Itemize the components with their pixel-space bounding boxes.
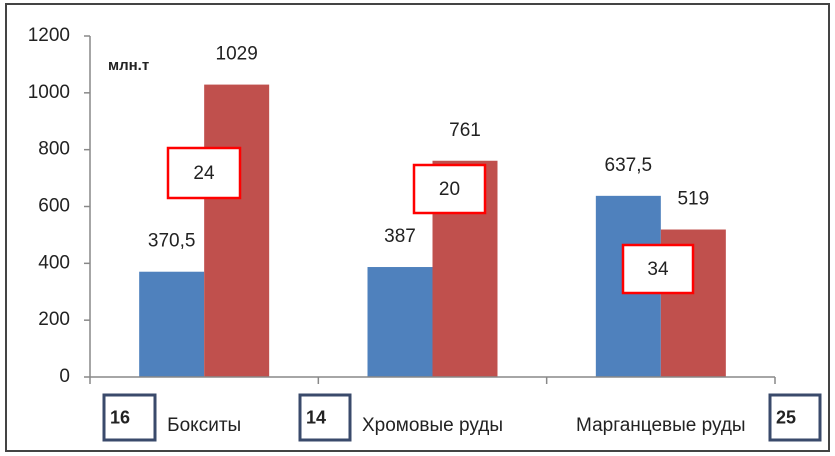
y-tick-label: 800 — [38, 139, 70, 160]
value-label: 761 — [449, 120, 481, 141]
annotation-box — [768, 393, 822, 442]
annotation-text: 25 — [776, 407, 796, 427]
annotation-text: 14 — [306, 407, 326, 427]
value-label: 1029 — [216, 44, 258, 65]
x-tick-label: Марганцевые руды — [576, 415, 746, 436]
annotation-box — [102, 393, 157, 442]
annotation-box — [166, 146, 242, 200]
annotation-text: 16 — [110, 407, 130, 427]
y-tick-label: 0 — [59, 366, 70, 387]
y-tick-label: 600 — [38, 196, 70, 217]
annotation-text: 24 — [193, 163, 215, 184]
annotation-box — [412, 163, 487, 215]
annotation-text: 20 — [439, 179, 460, 200]
bar — [139, 271, 205, 377]
value-label: 637,5 — [605, 155, 653, 176]
unit-label: млн.т — [108, 57, 149, 74]
bar — [204, 84, 270, 377]
value-label: 387 — [384, 226, 416, 247]
y-tick-label: 1200 — [28, 25, 70, 46]
y-tick-label: 400 — [38, 252, 70, 273]
annotation-text: 34 — [647, 259, 669, 280]
value-label: 519 — [677, 189, 709, 210]
annotation-box — [621, 243, 695, 295]
x-tick-label: Хромовые руды — [362, 415, 503, 436]
bar — [367, 267, 433, 377]
y-tick-label: 200 — [38, 309, 70, 330]
x-tick-label: Бокситы — [167, 415, 241, 436]
y-tick-label: 1000 — [28, 82, 70, 103]
value-label: 370,5 — [148, 231, 196, 252]
annotation-box — [298, 393, 352, 442]
